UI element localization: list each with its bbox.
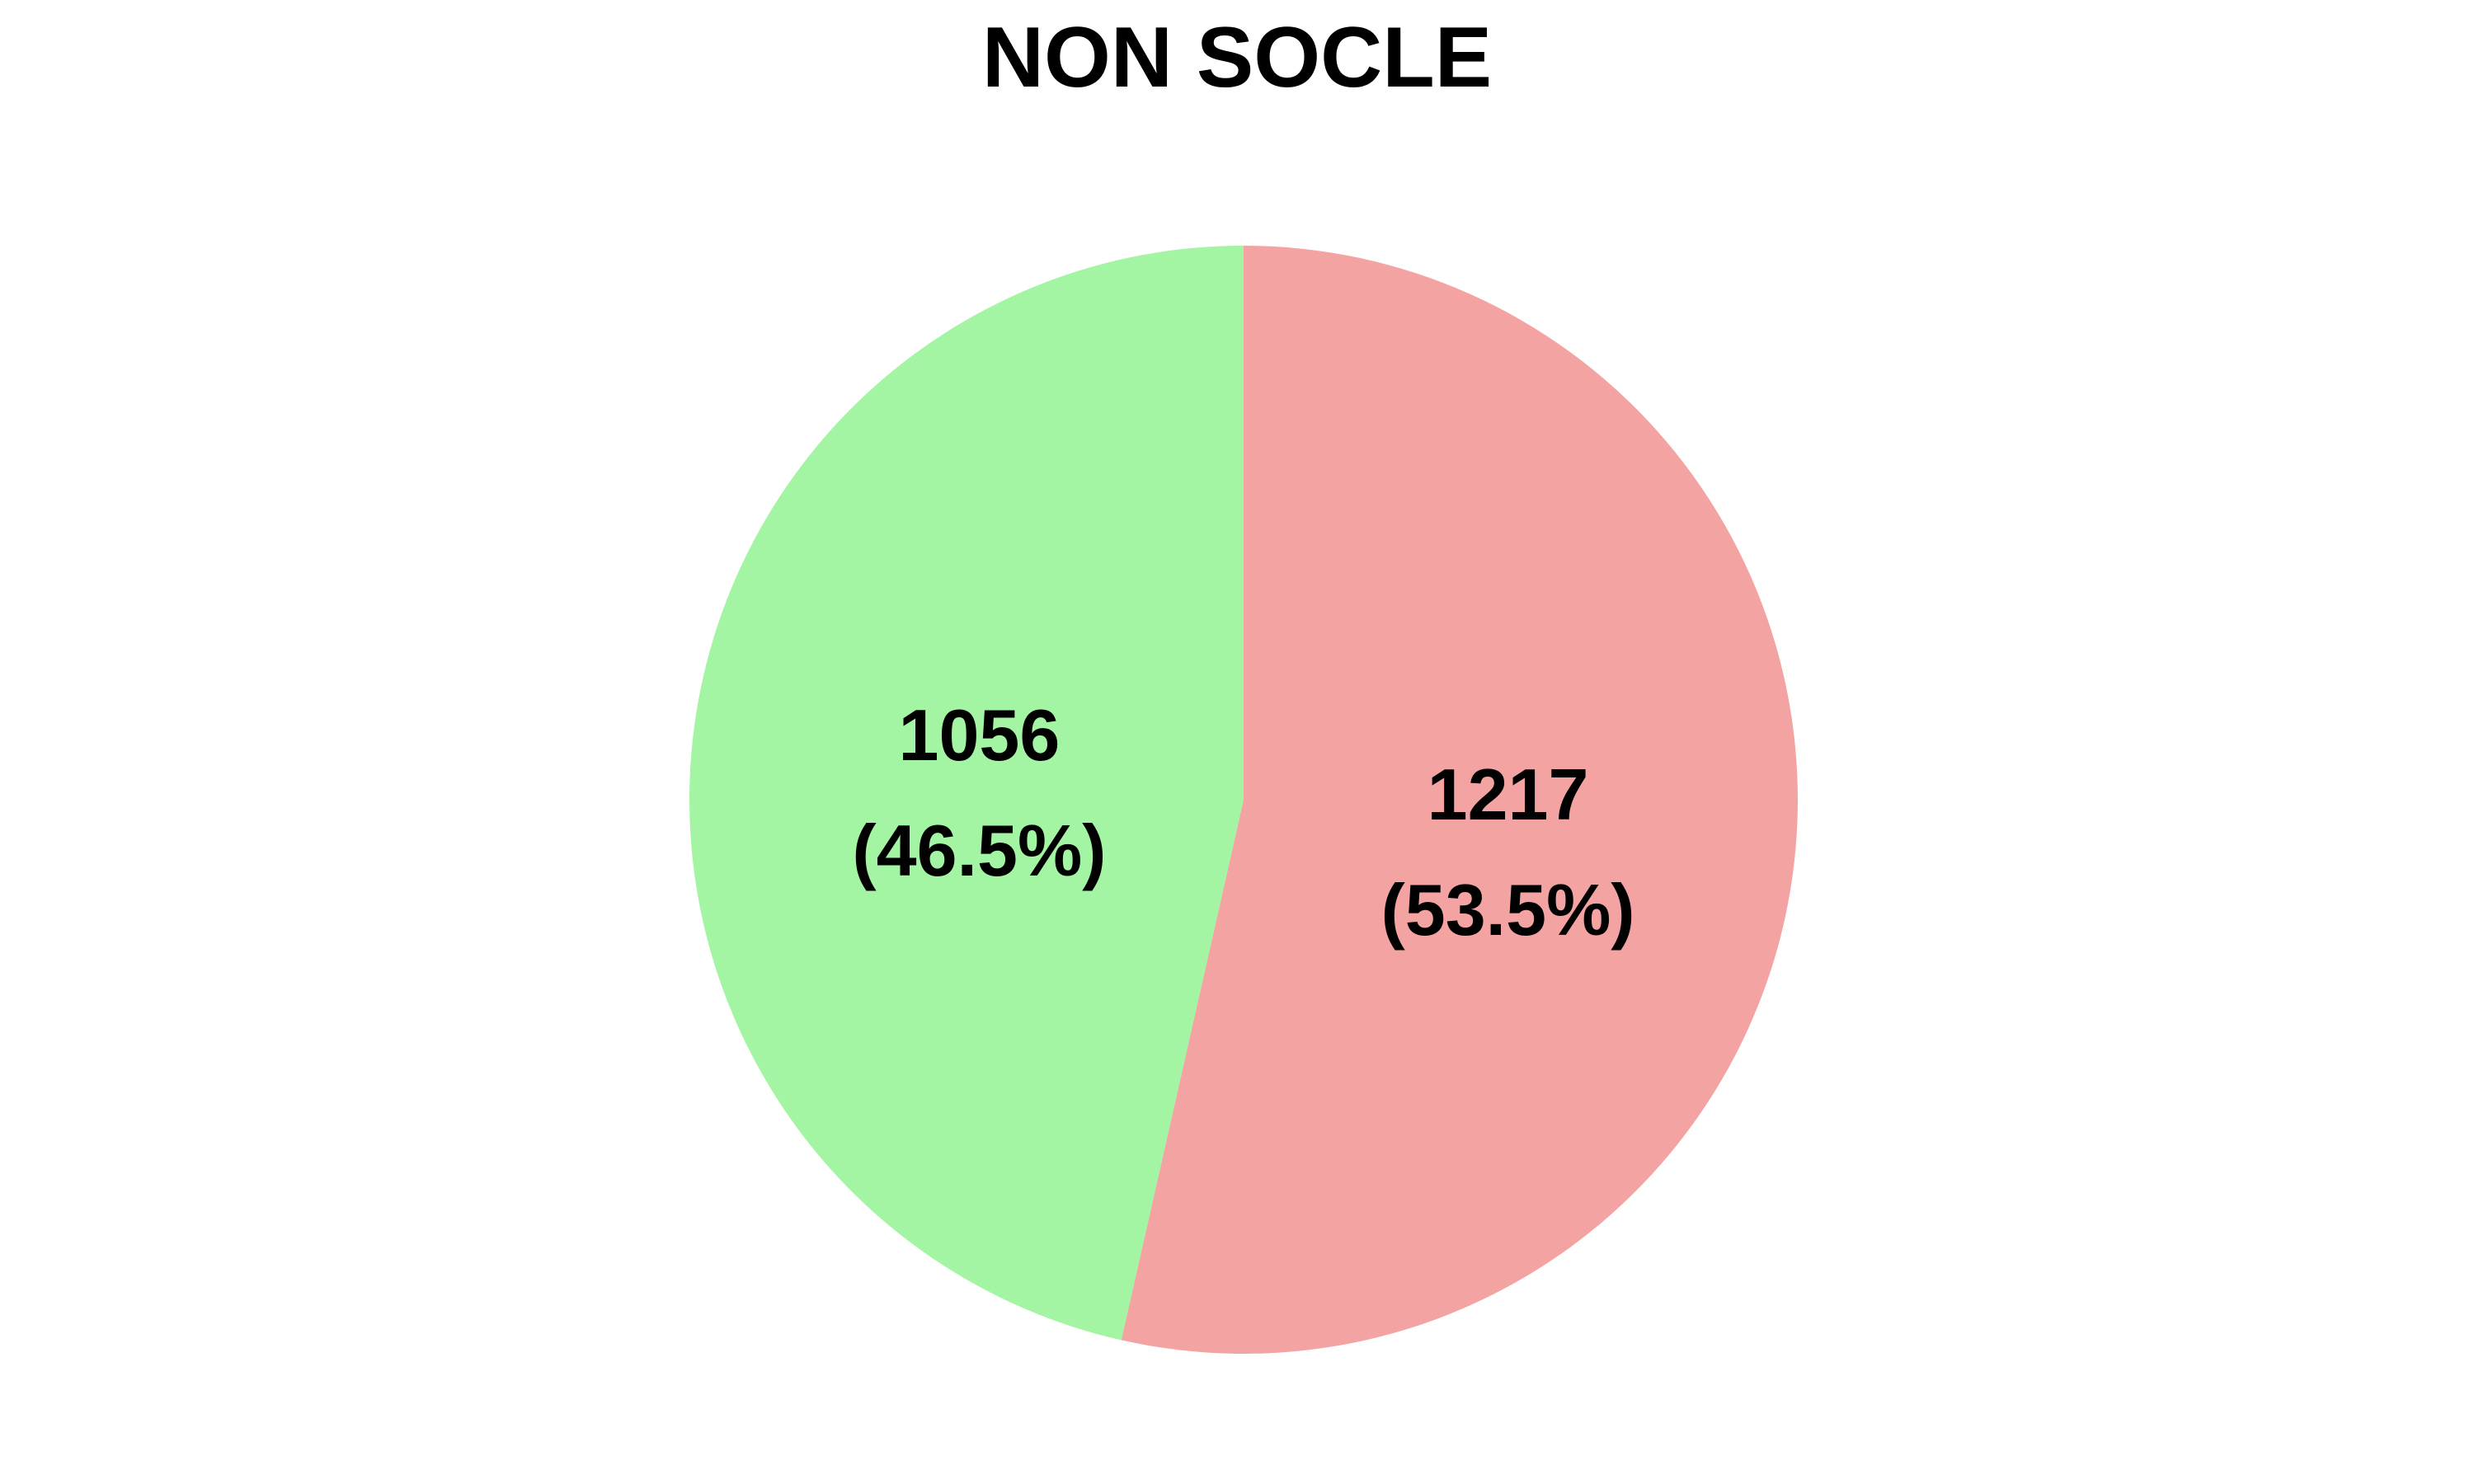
- pie-slices: [689, 246, 1798, 1354]
- slice-percent-label: (53.5%): [1380, 869, 1634, 951]
- chart-title: NON SOCLE: [981, 10, 1493, 106]
- slice-value-label: 1217: [1427, 754, 1589, 835]
- slice-value-label: 1056: [899, 694, 1061, 776]
- slice-percent-label: (46.5%): [852, 810, 1106, 891]
- pie-slice-1217: [1121, 246, 1798, 1354]
- pie-labels: 1217 (53.5%) 1056 (46.5%): [852, 694, 1634, 951]
- pie-slice-1056: [689, 246, 1244, 1341]
